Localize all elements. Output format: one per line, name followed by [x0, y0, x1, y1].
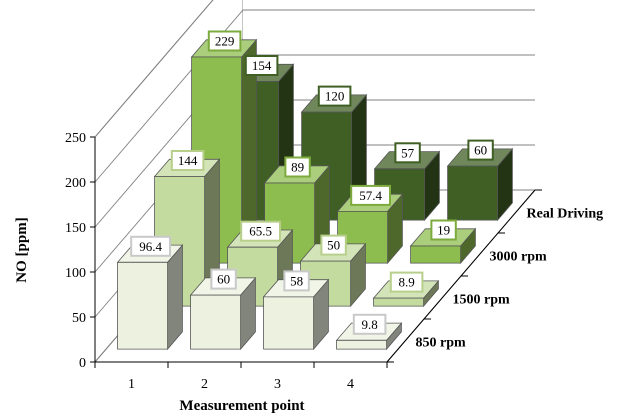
data-label-box — [170, 150, 205, 171]
data-label-text: 89 — [291, 160, 304, 175]
data-label-text: 144 — [178, 153, 198, 168]
data-label-box — [130, 235, 171, 257]
data-label: 57 — [394, 142, 421, 164]
y-tick-label: 150 — [65, 221, 86, 236]
data-label-text: 60 — [217, 272, 230, 287]
data-label-box — [207, 30, 242, 52]
series-label: 3000 rpm — [490, 250, 548, 265]
series-label: 1500 rpm — [453, 293, 511, 308]
data-label-text: 50 — [327, 238, 340, 253]
series-label: 850 rpm — [416, 336, 467, 351]
data-label-text: 229 — [215, 34, 235, 49]
data-label: 19 — [430, 219, 457, 241]
data-label-box — [317, 85, 352, 107]
x-tick-label: 3 — [274, 377, 281, 392]
data-label-box — [320, 234, 347, 256]
data-label-text: 58 — [290, 273, 303, 288]
gridline — [94, 0, 214, 138]
y-tick-label: 250 — [65, 131, 86, 146]
bar-front — [336, 339, 388, 350]
bar-front — [263, 296, 315, 350]
data-label: 8.9 — [389, 271, 424, 293]
data-label-box — [284, 156, 311, 178]
data-label: 120 — [317, 85, 352, 107]
data-label: 96.4 — [130, 235, 171, 257]
data-label-text: 120 — [325, 89, 345, 104]
data-labels: 154 120 57 60 229 89 57.4 19 144 65.5 50 8.9 96.4 60 5… — [130, 30, 494, 335]
series-label: Real Driving — [527, 207, 604, 222]
bar-front — [190, 294, 242, 350]
data-label: 154 — [244, 55, 279, 76]
bar-front — [373, 297, 425, 307]
bar-side — [167, 244, 183, 351]
y-tick-label: 100 — [65, 266, 86, 281]
data-label: 57.4 — [350, 184, 392, 206]
series-labels: 850 rpm 1500 rpm 3000 rpm Real Driving — [416, 207, 604, 351]
x-tick-label: 2 — [201, 377, 208, 392]
data-label-box — [240, 220, 281, 242]
data-label-text: 9.8 — [361, 317, 377, 332]
data-label: 229 — [207, 30, 242, 52]
data-label-box — [283, 270, 310, 292]
data-label-box — [389, 271, 424, 293]
data-label-box — [244, 55, 279, 76]
y-tick-label: 200 — [65, 176, 86, 191]
data-label-text: 60 — [474, 143, 487, 158]
y-axis-title: NO [ppm] — [14, 217, 30, 282]
data-label: 58 — [283, 270, 310, 292]
bar — [116, 244, 184, 351]
data-label: 65.5 — [240, 220, 281, 242]
data-label: 60 — [467, 139, 494, 161]
data-label: 9.8 — [352, 313, 387, 335]
bar-front — [410, 245, 462, 264]
data-label-text: 96.4 — [139, 239, 162, 254]
data-label-text: 154 — [252, 58, 272, 73]
tick-labels: 0 50 100 150 200 250 1 2 3 4 — [65, 131, 354, 392]
data-label: 89 — [284, 156, 311, 178]
data-label-box — [350, 184, 392, 206]
x-axis-title: Measurement point — [179, 398, 304, 414]
data-label: 50 — [320, 234, 347, 256]
data-label-text: 19 — [437, 223, 450, 238]
bar-front — [117, 261, 169, 350]
data-label-text: 65.5 — [249, 224, 272, 239]
data-label-box — [394, 142, 421, 164]
x-tick-label: 1 — [128, 377, 135, 392]
x-tick-label: 4 — [347, 377, 354, 392]
data-label-box — [467, 139, 494, 161]
data-label: 60 — [210, 268, 237, 290]
data-label-text: 8.9 — [398, 275, 414, 290]
data-label-text: 57.4 — [359, 188, 382, 203]
data-label-text: 57 — [401, 145, 415, 160]
bar-front — [447, 165, 499, 221]
y-tick-label: 50 — [72, 311, 86, 326]
data-label-box — [352, 313, 387, 335]
data-label: 144 — [170, 150, 205, 171]
bar — [189, 276, 257, 351]
gridline — [94, 9, 535, 183]
y-tick-label: 0 — [79, 356, 86, 371]
axes — [90, 136, 542, 368]
data-label-box — [210, 268, 237, 290]
data-label-box — [430, 219, 457, 241]
bar — [409, 227, 477, 265]
